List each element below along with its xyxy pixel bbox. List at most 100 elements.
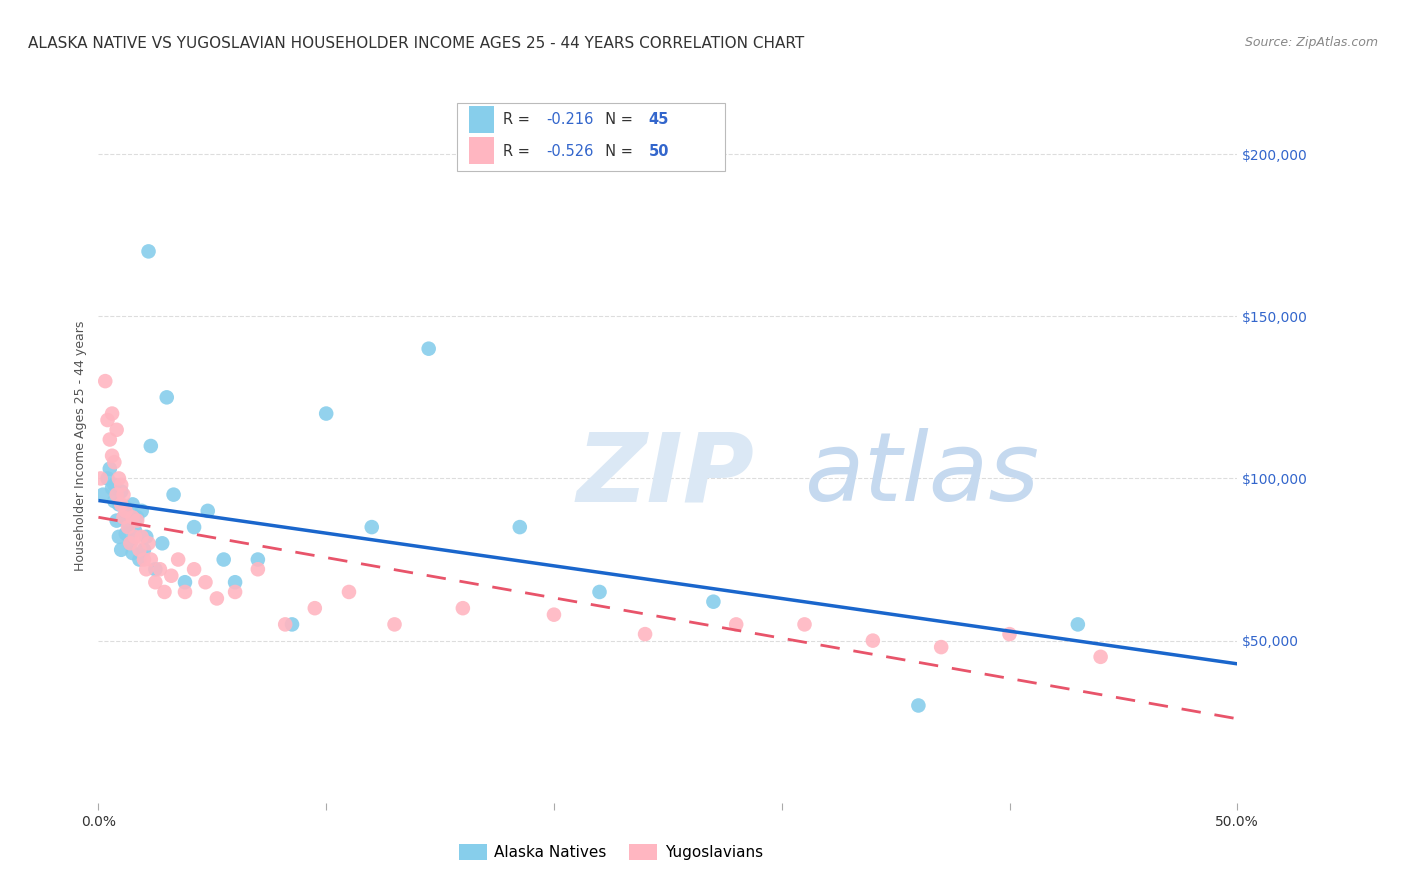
Point — [91, 488, 114, 502]
Point — [183, 520, 205, 534]
Point — [212, 552, 235, 566]
Point — [138, 244, 160, 259]
Point — [183, 562, 205, 576]
Point — [121, 546, 143, 560]
Point — [101, 481, 124, 495]
Point — [1090, 649, 1112, 664]
Text: R =: R = — [503, 112, 534, 128]
Point — [124, 524, 146, 538]
Point — [117, 516, 139, 531]
Point — [108, 471, 131, 485]
Point — [224, 575, 246, 590]
Point — [120, 536, 142, 550]
Point — [131, 504, 153, 518]
Text: atlas: atlas — [804, 428, 1039, 521]
Point — [110, 484, 132, 499]
Point — [304, 601, 326, 615]
Point — [128, 552, 150, 566]
Point — [998, 627, 1021, 641]
Point — [110, 497, 132, 511]
Point — [451, 601, 474, 615]
Point — [117, 520, 139, 534]
Point — [114, 504, 136, 518]
Point — [121, 497, 143, 511]
Text: 45: 45 — [648, 112, 669, 128]
Point — [150, 536, 173, 550]
Point — [94, 374, 117, 388]
Point — [132, 552, 155, 566]
Point — [121, 510, 143, 524]
Point — [108, 530, 131, 544]
Point — [634, 627, 657, 641]
Point — [907, 698, 929, 713]
Point — [103, 494, 125, 508]
Text: -0.526: -0.526 — [546, 145, 593, 159]
Point — [127, 514, 149, 528]
Point — [160, 568, 183, 582]
Point — [145, 562, 167, 576]
Point — [105, 514, 128, 528]
Point — [145, 575, 167, 590]
Point — [138, 536, 160, 550]
Point — [205, 591, 228, 606]
Text: ALASKA NATIVE VS YUGOSLAVIAN HOUSEHOLDER INCOME AGES 25 - 44 YEARS CORRELATION C: ALASKA NATIVE VS YUGOSLAVIAN HOUSEHOLDER… — [28, 36, 804, 51]
Point — [103, 478, 125, 492]
Text: N =: N = — [596, 112, 637, 128]
Y-axis label: Householder Income Ages 25 - 44 years: Householder Income Ages 25 - 44 years — [75, 321, 87, 571]
Text: Source: ZipAtlas.com: Source: ZipAtlas.com — [1244, 36, 1378, 49]
Point — [103, 455, 125, 469]
Point — [112, 488, 135, 502]
Point — [281, 617, 304, 632]
Point — [793, 617, 815, 632]
Point — [418, 342, 440, 356]
Point — [101, 449, 124, 463]
Point — [132, 542, 155, 557]
Point — [153, 585, 176, 599]
Point — [702, 595, 724, 609]
Point — [725, 617, 748, 632]
Point — [194, 575, 217, 590]
Point — [135, 530, 157, 544]
Point — [114, 500, 136, 515]
Point — [315, 407, 337, 421]
Point — [384, 617, 406, 632]
Point — [337, 585, 360, 599]
Point — [96, 413, 118, 427]
Point — [1067, 617, 1090, 632]
Point — [96, 471, 118, 485]
Point — [110, 478, 132, 492]
Point — [128, 542, 150, 557]
Text: R =: R = — [503, 145, 534, 159]
Point — [543, 607, 565, 622]
Point — [246, 552, 269, 566]
Point — [114, 526, 136, 541]
Point — [174, 585, 197, 599]
Point — [98, 461, 121, 475]
Point — [105, 488, 128, 502]
Point — [156, 390, 179, 404]
FancyBboxPatch shape — [468, 137, 494, 164]
Legend: Alaska Natives, Yugoslavians: Alaska Natives, Yugoslavians — [453, 838, 769, 866]
Point — [167, 552, 190, 566]
Point — [509, 520, 531, 534]
Point — [588, 585, 610, 599]
FancyBboxPatch shape — [468, 105, 494, 133]
Point — [274, 617, 297, 632]
Point — [174, 575, 197, 590]
Text: -0.216: -0.216 — [546, 112, 593, 128]
Point — [149, 562, 172, 576]
Point — [224, 585, 246, 599]
Point — [131, 530, 153, 544]
Point — [246, 562, 269, 576]
Point — [105, 423, 128, 437]
Point — [127, 510, 149, 524]
Text: 50: 50 — [648, 145, 669, 159]
Point — [120, 536, 142, 550]
Point — [108, 497, 131, 511]
Point — [110, 542, 132, 557]
Point — [112, 510, 135, 524]
Point — [124, 530, 146, 544]
Point — [98, 433, 121, 447]
FancyBboxPatch shape — [457, 103, 725, 171]
Point — [139, 552, 162, 566]
